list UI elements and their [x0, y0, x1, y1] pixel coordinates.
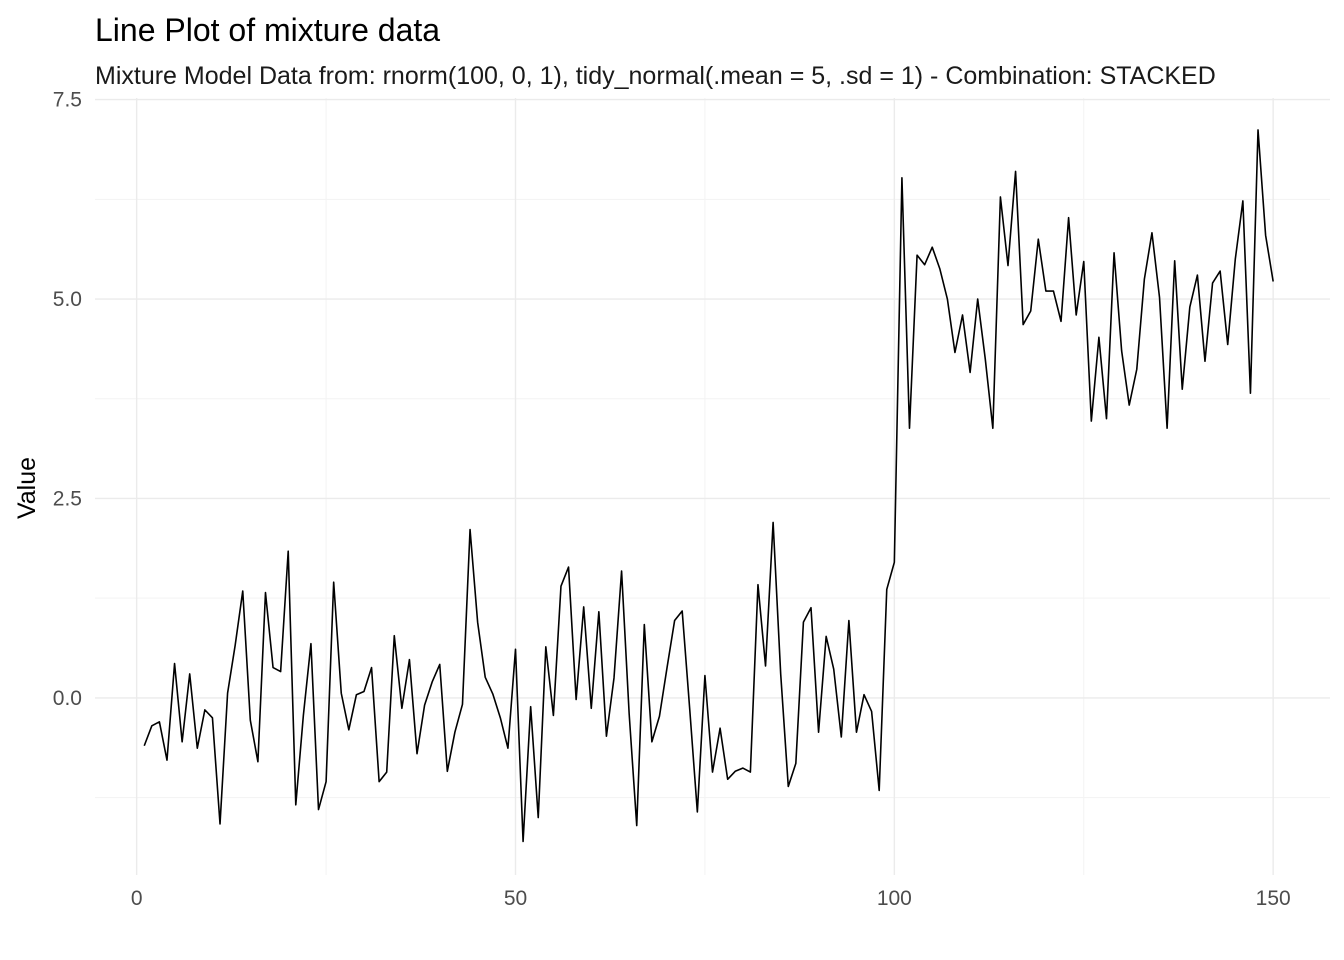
x-tick-label: 100 [877, 887, 912, 910]
x-tick-label: 0 [131, 887, 143, 910]
series-line [143, 129, 1274, 843]
series-layer [143, 129, 1274, 843]
chart-title: Line Plot of mixture data [95, 12, 440, 48]
x-tick-label: 50 [504, 887, 527, 910]
y-axis-label: Value [13, 457, 41, 519]
minor-gridlines [95, 98, 1330, 875]
y-tick-label: 2.5 [53, 487, 82, 510]
major-gridlines [95, 98, 1330, 875]
x-axis-ticks: 0 50 100 150 [131, 887, 1291, 910]
y-tick-label: 7.5 [53, 89, 82, 112]
chart-subtitle: Mixture Model Data from: rnorm(100, 0, 1… [95, 62, 1216, 90]
x-tick-label: 150 [1256, 887, 1291, 910]
y-tick-label: 0.0 [53, 687, 82, 710]
y-axis-ticks: 0.0 2.5 5.0 7.5 [53, 89, 82, 710]
y-tick-label: 5.0 [53, 288, 82, 311]
